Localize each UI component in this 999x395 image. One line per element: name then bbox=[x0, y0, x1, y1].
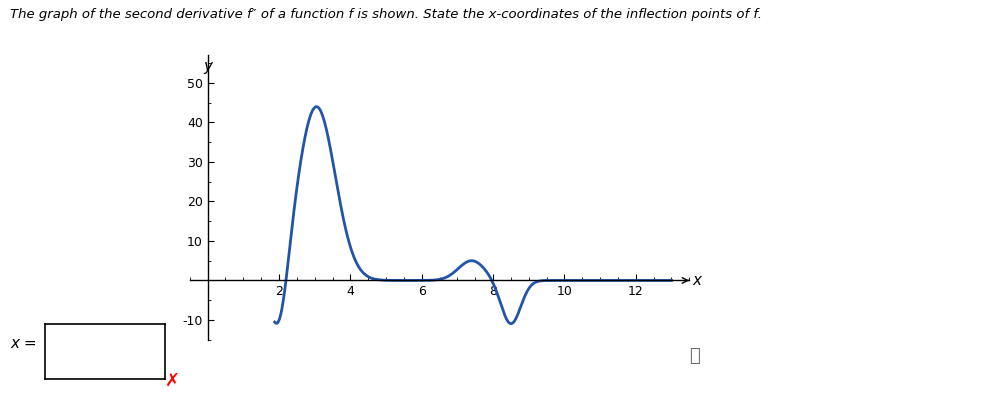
Text: ✗: ✗ bbox=[165, 372, 181, 390]
Text: ⓘ: ⓘ bbox=[689, 346, 699, 365]
Text: x =: x = bbox=[10, 336, 37, 351]
Text: The graph of the second derivative f″ of a function f is shown. State the x-coor: The graph of the second derivative f″ of… bbox=[10, 8, 762, 21]
Text: x: x bbox=[693, 273, 702, 288]
Text: y: y bbox=[203, 59, 212, 74]
